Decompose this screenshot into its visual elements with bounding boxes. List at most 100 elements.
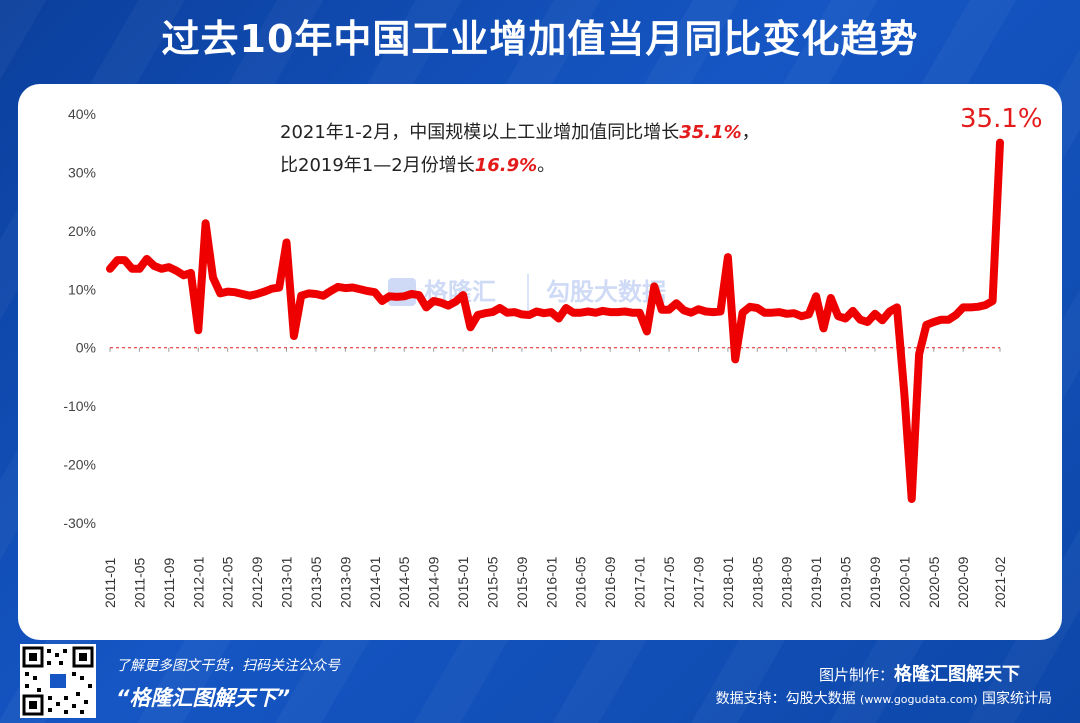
data-point	[771, 311, 773, 314]
data-point	[704, 310, 707, 313]
data-point	[476, 314, 479, 316]
x-tick-label: 2011-01	[102, 557, 118, 608]
data-point	[160, 267, 163, 270]
data-point	[572, 311, 575, 314]
data-point	[785, 312, 788, 315]
data-point	[528, 314, 531, 316]
x-tick-label: 2016-05	[573, 556, 589, 608]
data-point	[763, 311, 766, 314]
data-point	[807, 313, 810, 316]
data-point	[653, 285, 656, 288]
data-point	[403, 295, 406, 298]
data-point	[645, 330, 648, 333]
data-point	[337, 285, 339, 288]
data-point	[734, 358, 737, 361]
data-point	[263, 290, 266, 293]
data-point	[175, 269, 178, 272]
data-point	[432, 300, 435, 302]
data-point	[256, 293, 259, 295]
x-tick-label: 2021-02	[992, 556, 1008, 608]
x-tick-label: 2019-09	[867, 556, 883, 608]
data-point	[417, 294, 420, 297]
data-source-2: 国家统计局	[982, 691, 1052, 707]
data-point	[668, 308, 670, 311]
footer-account-name: “格隆汇图解天下”	[116, 686, 291, 710]
x-tick-label: 2012-05	[220, 556, 236, 608]
data-point	[874, 312, 876, 315]
data-points	[109, 141, 1001, 500]
data-point	[844, 317, 847, 320]
data-point	[123, 259, 126, 262]
data-point	[925, 323, 928, 326]
footer-data-source: 数据支持：勾股大数据 (www.gogudata.com) 国家统计局	[716, 688, 1052, 708]
y-tick-label: -30%	[63, 515, 96, 531]
x-tick-label: 2015-01	[455, 556, 471, 608]
data-point	[940, 318, 943, 321]
data-point	[822, 327, 825, 330]
x-tick-label: 2011-05	[131, 557, 147, 608]
annotation-line-1: 2021年1-2月，中国规模以上工业增加值同比增长35.1%，	[280, 116, 760, 149]
x-tick-label: 2016-09	[602, 556, 618, 608]
x-tick-label: 2013-01	[279, 556, 295, 608]
data-point	[609, 311, 612, 314]
data-point	[300, 294, 303, 297]
data-point	[322, 294, 325, 297]
data-point	[116, 259, 119, 262]
data-point	[866, 321, 869, 323]
data-point	[910, 498, 913, 500]
data-point	[182, 274, 185, 277]
data-point	[778, 311, 781, 314]
data-point	[837, 315, 840, 318]
data-point	[756, 307, 759, 309]
data-point	[543, 312, 545, 315]
data-point	[918, 353, 921, 356]
qr-code[interactable]	[20, 644, 96, 718]
data-point	[145, 257, 148, 260]
watermark-right: 勾股大数据	[546, 278, 666, 306]
data-point	[447, 304, 450, 307]
page-title: 过去10年中国工业增加值当月同比变化趋势	[161, 17, 919, 61]
data-point	[270, 287, 273, 290]
data-point	[594, 311, 597, 314]
data-point	[550, 311, 553, 314]
x-tick-label: 2015-05	[484, 556, 500, 608]
annotation-text: 2021年1-2月，中国规模以上工业增加值同比增长	[280, 122, 680, 143]
made-by-label: 图片制作：	[818, 666, 894, 684]
data-point	[498, 307, 501, 309]
x-tick-label: 2012-09	[249, 556, 265, 608]
data-point	[381, 300, 384, 302]
footer-made-by: 图片制作：格隆汇图解天下	[819, 660, 1020, 686]
data-point	[212, 276, 214, 279]
x-tick-label: 2014-01	[367, 556, 383, 608]
chart-annotation: 2021年1-2月，中国规模以上工业增加值同比增长35.1%， 比2019年1—…	[280, 116, 760, 182]
x-tick-label: 2019-01	[808, 556, 824, 608]
data-point	[454, 300, 457, 303]
data-point	[307, 292, 310, 295]
data-point	[395, 295, 398, 298]
data-source-label: 数据支持：勾股大数据	[715, 691, 856, 707]
data-point	[579, 311, 582, 314]
y-tick-label: 30%	[68, 164, 96, 180]
data-point	[726, 256, 729, 259]
data-point	[601, 309, 604, 312]
data-point	[204, 222, 207, 225]
data-point	[851, 309, 854, 312]
data-point	[800, 315, 803, 318]
data-point	[241, 293, 244, 295]
data-point	[859, 318, 862, 321]
x-tick-label: 2017-05	[661, 556, 677, 608]
data-point	[491, 311, 494, 314]
y-tick-label: -10%	[63, 398, 96, 414]
annotation-line-2: 比2019年1—2月份增长16.9%。	[280, 149, 760, 182]
data-point	[484, 312, 487, 315]
data-point	[748, 305, 751, 308]
annotation-value-2: 16.9%	[474, 155, 538, 176]
x-tick-label: 2019-05	[838, 556, 854, 608]
made-by-brand: 格隆汇图解天下	[894, 664, 1020, 685]
data-point	[999, 141, 1001, 144]
x-tick-label: 2014-05	[396, 556, 412, 608]
data-point	[675, 302, 678, 305]
data-point	[226, 290, 229, 293]
y-tick-label: 10%	[68, 281, 96, 297]
